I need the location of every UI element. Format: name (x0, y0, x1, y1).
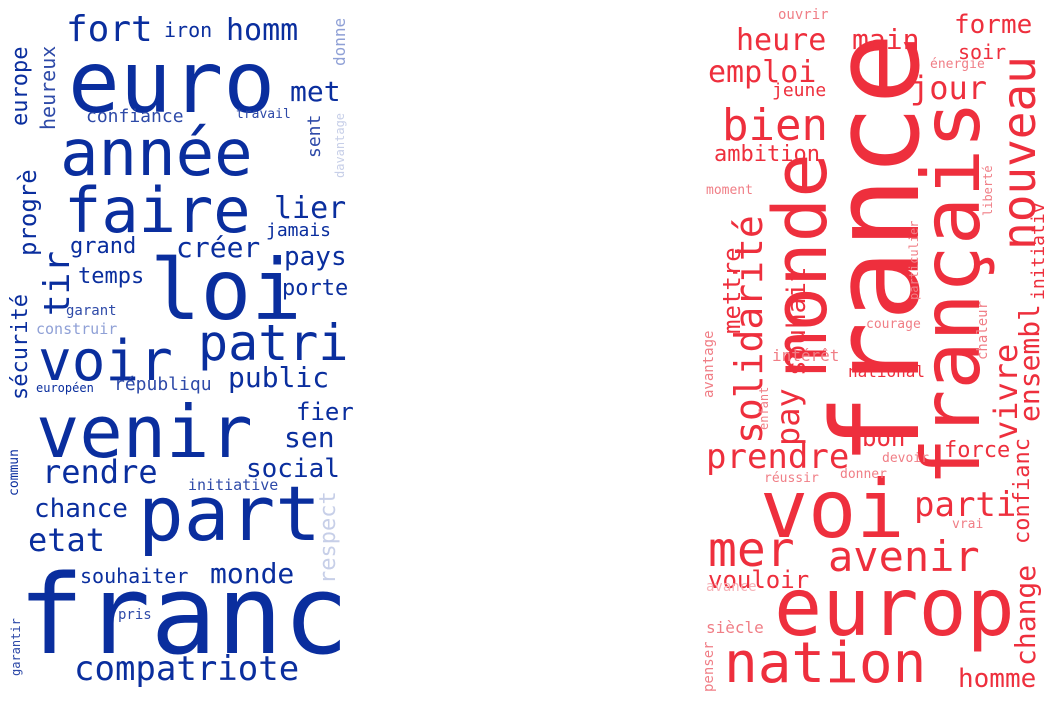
word-fort: fort (66, 9, 153, 50)
word-initiative: initiative (188, 476, 279, 494)
word-republiqu: républiqu (114, 374, 212, 395)
word-nation: nation (724, 631, 927, 696)
word-prendre: prendre (706, 437, 850, 477)
word-europ: europ (774, 561, 1015, 654)
word-initiativ: initiativ (1028, 202, 1049, 300)
word-euro: euro (68, 33, 276, 133)
word-homm: homm (226, 13, 299, 48)
word-etat: etat (28, 521, 106, 559)
word-progre: progrè (14, 169, 42, 256)
word-ouvrir: ouvrir (778, 7, 829, 23)
word-devoir: devoir (882, 451, 929, 466)
word-pays: pays (284, 242, 347, 272)
word-souhaiter: souhaiter (80, 564, 189, 588)
word-energie: énergie (930, 57, 985, 72)
word-penser: penser (701, 641, 717, 692)
word-interet: intérêt (772, 346, 840, 365)
word-reussir: réussir (764, 471, 819, 486)
word-jamais: jamais (266, 220, 332, 241)
word-davantage: davantage (333, 112, 347, 178)
word-annee: année (60, 117, 253, 191)
word-ambition: ambition (714, 142, 820, 167)
word-avance: avance (706, 579, 757, 595)
word-bien: bien (722, 100, 828, 151)
word-garant: garant (66, 303, 117, 319)
word-avantage: avantage (701, 330, 717, 398)
word-temps: temps (78, 264, 145, 289)
word-confiance: confiance (86, 106, 184, 127)
word-particulier: particulier (907, 220, 921, 300)
word-chaleur: chaleur (975, 300, 991, 360)
word-siecle: siècle (706, 618, 764, 637)
word-jour: jour (910, 69, 988, 107)
word-homme: homme (958, 664, 1037, 694)
word-met: met (290, 75, 341, 108)
word-mer: mer (708, 522, 795, 578)
word-chance: chance (34, 494, 128, 524)
word-pris: pris (118, 607, 152, 623)
word-monde: monde (210, 557, 295, 590)
word-construir: construir (36, 320, 118, 338)
word-social: social (246, 454, 340, 484)
word-europe: europe (8, 46, 33, 126)
word-national: national (848, 362, 926, 381)
word-garantir: garantir (9, 618, 23, 676)
word-sent: sent (304, 114, 325, 158)
word-part: part (138, 469, 322, 558)
word-porte: porte (282, 276, 349, 301)
word-creer: créer (176, 231, 261, 264)
word-bon: bon (862, 424, 906, 452)
word-voi: voi (760, 463, 905, 556)
word-forme: forme (954, 10, 1033, 40)
word-soir: soir (958, 40, 1007, 64)
word-compatriote: compatriote (74, 649, 300, 689)
word-iron: iron (164, 18, 213, 42)
word-venir: venir (36, 390, 253, 474)
word-force: force (944, 438, 1011, 463)
word-respect: respect (316, 491, 341, 584)
word-heureux: heureux (36, 45, 60, 130)
word-parti: parti (914, 485, 1017, 525)
word-europeen: européen (36, 381, 94, 395)
word-donner: donner (840, 467, 887, 482)
word-franc: franc (18, 551, 350, 679)
word-loi: loi (150, 241, 302, 339)
word-public: public (228, 361, 330, 394)
word-tir: tir (37, 250, 78, 316)
word-vouloir: vouloir (708, 566, 810, 594)
word-voir: voir (38, 329, 173, 394)
word-fier: fier (296, 398, 354, 426)
word-ensembl: ensembl (1013, 303, 1046, 422)
word-main: main (852, 23, 920, 56)
word-change: change (1009, 564, 1042, 666)
word-patri: patri (198, 314, 349, 372)
word-liberte: liberté (981, 165, 995, 216)
word-commun: commun (7, 449, 22, 496)
left-word-cloud: euro année faire loi voir patri venir pa… (0, 0, 360, 713)
word-grand: grand (70, 234, 137, 259)
word-sen: sen (284, 421, 335, 454)
word-moment: moment (706, 183, 753, 198)
word-francais: français (905, 100, 998, 486)
word-emploi: emploi (708, 55, 817, 90)
word-courage: courage (866, 317, 921, 332)
word-mettre: mettre (718, 247, 746, 334)
word-avenir: avenir (828, 532, 980, 581)
right-word-cloud: france français monde nouveau solidarité… (700, 0, 1060, 713)
word-securite: sécurité (8, 294, 33, 400)
word-vrai: vrai (952, 517, 984, 532)
word-donne: donne (330, 17, 349, 66)
word-lier: lier (274, 191, 347, 226)
word-enfant: enfant (757, 386, 771, 430)
word-heure: heure (736, 23, 827, 58)
word-travail: travail (236, 107, 291, 122)
word-faire: faire (64, 174, 251, 247)
word-jeune: jeune (772, 80, 827, 101)
word-rendre: rendre (42, 453, 158, 491)
